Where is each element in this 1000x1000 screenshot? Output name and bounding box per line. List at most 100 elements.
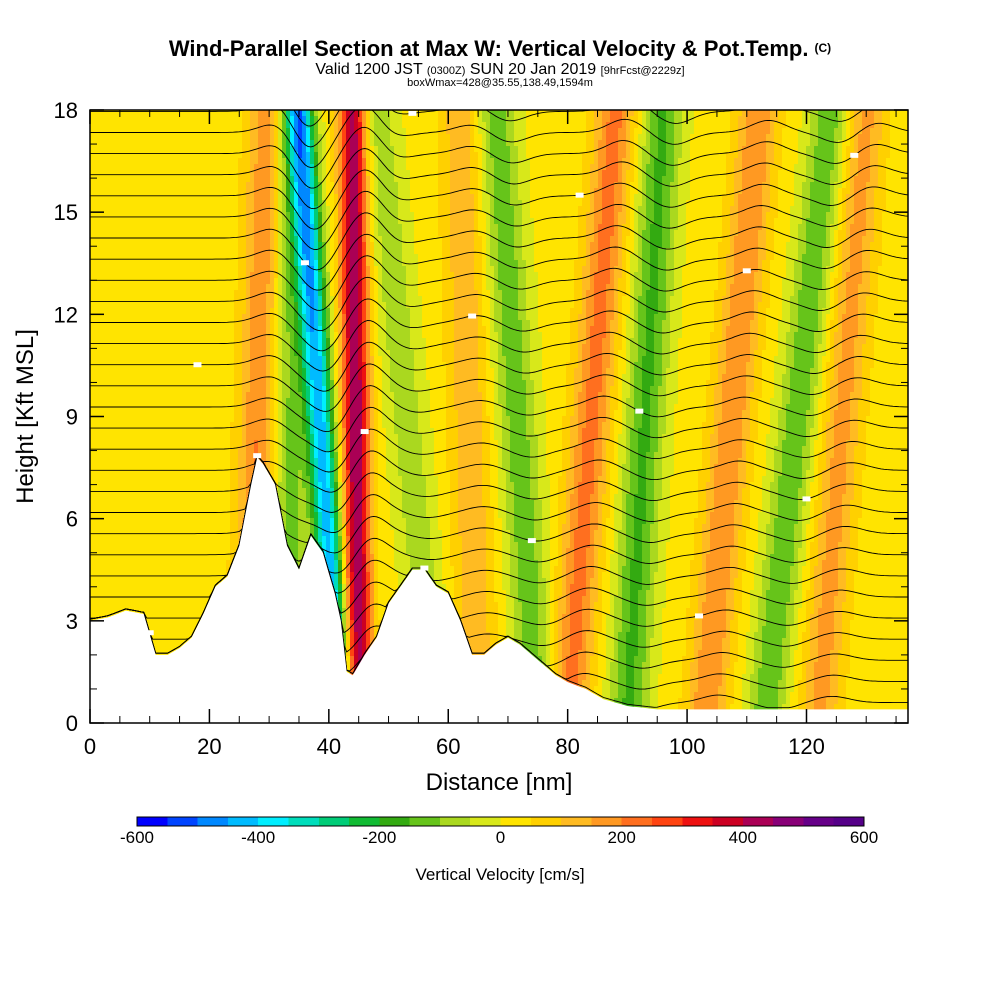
- velocity-cell: [114, 422, 119, 429]
- velocity-cell: [150, 428, 155, 435]
- velocity-cell: [170, 536, 175, 543]
- velocity-cell: [142, 398, 147, 405]
- velocity-cell: [134, 152, 139, 159]
- velocity-cell: [98, 362, 103, 369]
- velocity-cell: [174, 230, 179, 237]
- velocity-cell: [178, 440, 183, 447]
- velocity-cell: [170, 194, 175, 201]
- velocity-cell: [134, 392, 139, 399]
- velocity-cell: [126, 188, 131, 195]
- velocity-cell: [138, 590, 143, 597]
- velocity-cell: [118, 344, 123, 351]
- velocity-cell: [170, 368, 175, 375]
- velocity-cell: [118, 308, 123, 315]
- velocity-cell: [166, 548, 171, 555]
- velocity-cell: [158, 116, 163, 123]
- velocity-cell: [102, 158, 107, 165]
- velocity-cell: [170, 602, 175, 609]
- velocity-cell: [130, 152, 135, 159]
- velocity-cell: [126, 470, 131, 477]
- velocity-cell: [190, 278, 195, 285]
- velocity-cell: [122, 518, 127, 525]
- velocity-cell: [178, 548, 183, 555]
- velocity-cell: [126, 374, 131, 381]
- velocity-cell: [190, 212, 195, 219]
- velocity-cell: [126, 362, 131, 369]
- velocity-cell: [102, 560, 107, 567]
- velocity-cell: [102, 410, 107, 417]
- velocity-cell: [150, 350, 155, 357]
- velocity-cell: [162, 278, 167, 285]
- velocity-cell: [146, 512, 151, 519]
- velocity-cell: [190, 470, 195, 477]
- velocity-cell: [110, 134, 115, 141]
- velocity-cell: [150, 194, 155, 201]
- velocity-cell: [94, 410, 99, 417]
- velocity-cell: [166, 434, 171, 441]
- velocity-cell: [190, 536, 195, 543]
- velocity-cell: [178, 176, 183, 183]
- velocity-cell: [130, 116, 135, 123]
- velocity-cell: [186, 320, 191, 327]
- velocity-cell: [182, 500, 187, 507]
- velocity-cell: [186, 236, 191, 243]
- velocity-cell: [154, 176, 159, 183]
- velocity-cell: [190, 350, 195, 357]
- velocity-cell: [158, 608, 163, 615]
- velocity-cell: [178, 458, 183, 465]
- velocity-cell: [94, 284, 99, 291]
- velocity-cell: [118, 476, 123, 483]
- velocity-cell: [118, 362, 123, 369]
- velocity-cell: [182, 476, 187, 483]
- velocity-cell: [150, 248, 155, 255]
- velocity-cell: [122, 386, 127, 393]
- velocity-cell: [162, 392, 167, 399]
- velocity-cell: [146, 344, 151, 351]
- velocity-cell: [114, 116, 119, 123]
- velocity-cell: [178, 266, 183, 273]
- velocity-cell: [110, 260, 115, 267]
- velocity-cell: [130, 572, 135, 579]
- velocity-cell: [162, 200, 167, 207]
- velocity-cell: [190, 284, 195, 291]
- velocity-cell: [154, 206, 159, 213]
- velocity-cell: [150, 608, 155, 615]
- velocity-cell: [106, 176, 111, 183]
- velocity-cell: [174, 452, 179, 459]
- velocity-cell: [142, 152, 147, 159]
- velocity-cell: [174, 350, 179, 357]
- velocity-cell: [130, 452, 135, 459]
- velocity-cell: [182, 542, 187, 549]
- velocity-cell: [110, 482, 115, 489]
- velocity-cell: [114, 434, 119, 441]
- velocity-cell: [158, 176, 163, 183]
- velocity-cell: [110, 368, 115, 375]
- velocity-cell: [146, 440, 151, 447]
- velocity-cell: [110, 440, 115, 447]
- velocity-cell: [170, 506, 175, 513]
- velocity-cell: [130, 206, 135, 213]
- velocity-cell: [138, 398, 143, 405]
- velocity-cell: [122, 506, 127, 513]
- velocity-cell: [170, 572, 175, 579]
- velocity-cell: [102, 350, 107, 357]
- velocity-cell: [150, 236, 155, 243]
- velocity-cell: [122, 152, 127, 159]
- velocity-cell: [154, 560, 159, 567]
- velocity-cell: [174, 368, 179, 375]
- velocity-cell: [174, 536, 179, 543]
- velocity-cell: [94, 158, 99, 165]
- velocity-cell: [134, 272, 139, 279]
- velocity-cell: [142, 230, 147, 237]
- velocity-cell: [106, 212, 111, 219]
- velocity-cell: [154, 230, 159, 237]
- velocity-cell: [118, 218, 123, 225]
- velocity-cell: [182, 158, 187, 165]
- velocity-cell: [94, 398, 99, 405]
- velocity-cell: [110, 428, 115, 435]
- velocity-cell: [162, 194, 167, 201]
- velocity-cell: [94, 524, 99, 531]
- velocity-cell: [174, 428, 179, 435]
- velocity-cell: [178, 116, 183, 123]
- velocity-cell: [134, 512, 139, 519]
